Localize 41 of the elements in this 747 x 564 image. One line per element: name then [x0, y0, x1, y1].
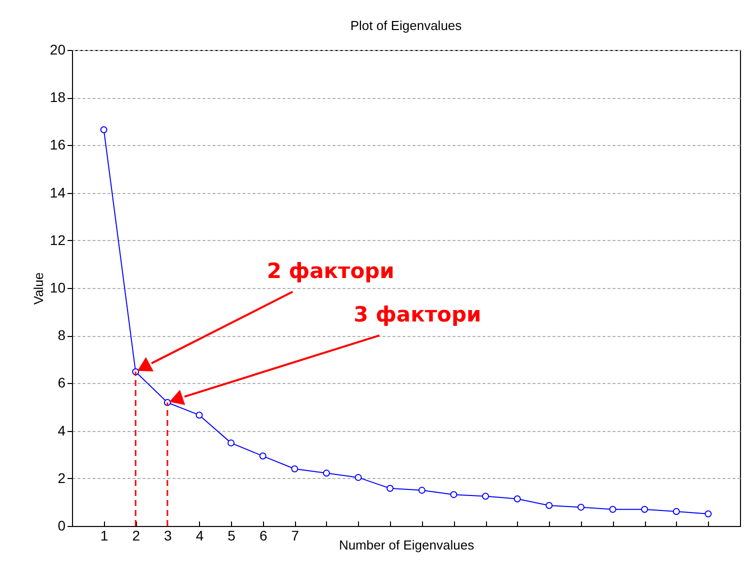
x-tick-label: 2	[132, 528, 140, 544]
x-tick-label: 1	[100, 528, 108, 544]
point	[354, 474, 362, 481]
y-tick-label: 20	[50, 42, 66, 58]
point	[514, 495, 521, 502]
annotation: 2 фактори	[266, 258, 394, 283]
point	[100, 126, 108, 134]
point	[259, 452, 266, 460]
point	[704, 510, 712, 518]
x-tick-label: 4	[196, 528, 204, 544]
y-axis-title: Value	[30, 272, 46, 305]
point	[609, 506, 616, 513]
x-tick-label: 5	[228, 528, 236, 544]
y-tick-label: 6	[58, 374, 66, 391]
x-tick-label: 3	[164, 528, 172, 544]
point	[577, 504, 584, 511]
point	[228, 439, 235, 446]
point	[322, 470, 330, 477]
y-tick-label: 0	[58, 518, 66, 534]
y-tick-label: 12	[50, 232, 66, 248]
x-axis-title: Number of Eigenvalues	[338, 538, 475, 552]
point	[546, 502, 553, 510]
point	[641, 506, 648, 513]
x-tick-label: 6	[259, 528, 268, 544]
point	[386, 484, 394, 492]
y-tick-label: 14	[50, 184, 66, 200]
y-tick-label: 10	[50, 280, 66, 296]
y-tick-label: 2	[58, 470, 66, 486]
point	[196, 412, 203, 419]
annotation: 3 фактори	[354, 302, 482, 326]
x-tick-label: 7	[291, 528, 300, 544]
y-tick-label: 16	[50, 136, 66, 153]
chart-title: Plot of Eigenvalues	[350, 18, 462, 33]
point	[291, 465, 298, 472]
point	[482, 492, 490, 500]
y-tick-label: 8	[58, 327, 66, 344]
y-tick-label: 18	[50, 89, 66, 106]
y-tick-label: 4	[58, 422, 66, 438]
point	[418, 486, 426, 494]
point	[450, 491, 458, 498]
point	[672, 508, 680, 515]
